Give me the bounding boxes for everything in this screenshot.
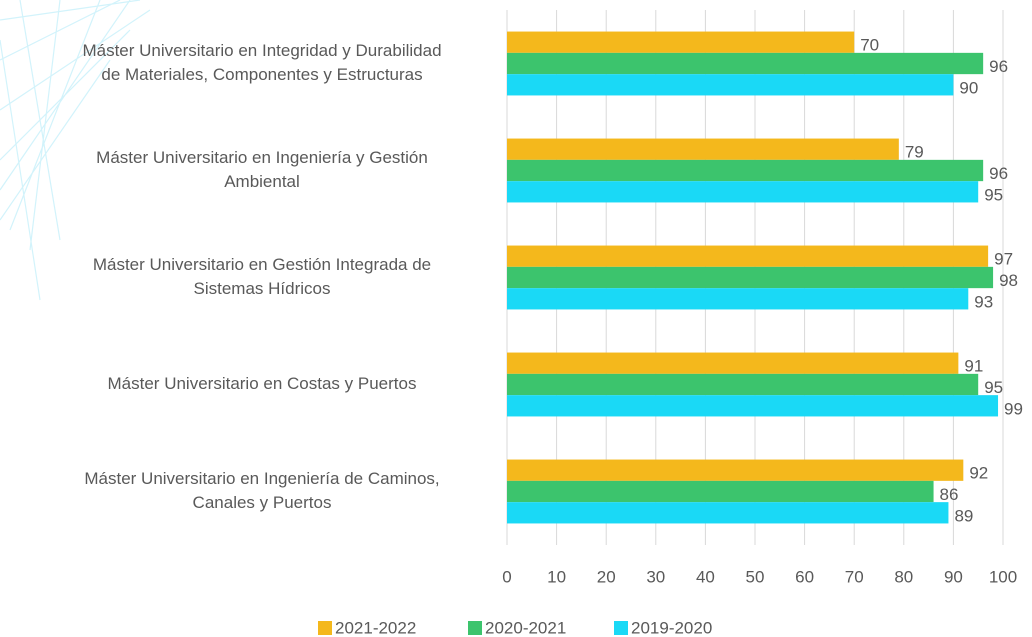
data-label: 95 <box>984 185 1003 204</box>
data-label: 90 <box>959 78 978 97</box>
x-tick-label: 0 <box>502 567 511 586</box>
x-tick-label: 60 <box>795 567 814 586</box>
bar <box>507 138 899 160</box>
data-label: 98 <box>999 271 1018 290</box>
x-tick-label: 100 <box>989 567 1017 586</box>
data-label: 96 <box>989 57 1008 76</box>
data-label: 99 <box>1004 399 1023 418</box>
data-label: 92 <box>969 464 988 483</box>
data-label: 95 <box>984 378 1003 397</box>
data-label: 70 <box>860 36 879 55</box>
bar <box>507 159 984 182</box>
x-tick-label: 80 <box>894 567 913 586</box>
x-tick-label: 90 <box>944 567 963 586</box>
bar <box>507 245 989 267</box>
bar <box>507 373 979 396</box>
x-tick-label: 30 <box>646 567 665 586</box>
data-label: 89 <box>954 506 973 525</box>
legend-swatch <box>614 621 628 635</box>
y-tick-label: Máster Universitario en Costas y Puertos <box>108 374 417 393</box>
bar <box>507 480 934 503</box>
y-tick-label: Sistemas Hídricos <box>194 279 331 298</box>
bar <box>507 395 999 417</box>
x-tick-label: 40 <box>696 567 715 586</box>
bar <box>507 31 855 53</box>
y-tick-label: Máster Universitario en Ingeniería de Ca… <box>84 469 439 488</box>
y-tick-label: de Materiales, Componentes y Estructuras <box>101 65 422 84</box>
x-tick-label: 50 <box>746 567 765 586</box>
legend-swatch <box>468 621 482 635</box>
data-label: 86 <box>940 485 959 504</box>
y-tick-label: Máster Universitario en Integridad y Dur… <box>82 41 441 60</box>
y-tick-label: Ambiental <box>224 172 300 191</box>
bar <box>507 459 964 481</box>
x-tick-label: 70 <box>845 567 864 586</box>
data-label: 91 <box>964 357 983 376</box>
legend-label: 2019-2020 <box>631 618 712 637</box>
legend-label: 2020-2021 <box>485 618 566 637</box>
background-decoration <box>0 0 151 301</box>
bar <box>507 502 949 524</box>
bar <box>507 181 979 203</box>
data-label: 97 <box>994 250 1013 269</box>
data-label: 96 <box>989 164 1008 183</box>
y-tick-label: Máster Universitario en Gestión Integrad… <box>93 255 431 274</box>
y-tick-label: Máster Universitario en Ingeniería y Ges… <box>96 148 428 167</box>
x-tick-label: 20 <box>597 567 616 586</box>
bar <box>507 288 969 310</box>
bar <box>507 52 984 75</box>
legend-label: 2021-2022 <box>335 618 416 637</box>
bar <box>507 266 994 289</box>
data-label: 79 <box>905 143 924 162</box>
x-tick-label: 10 <box>547 567 566 586</box>
bar <box>507 352 959 374</box>
data-label: 93 <box>974 292 993 311</box>
bar <box>507 74 954 96</box>
legend-swatch <box>318 621 332 635</box>
y-tick-label: Canales y Puertos <box>193 493 332 512</box>
